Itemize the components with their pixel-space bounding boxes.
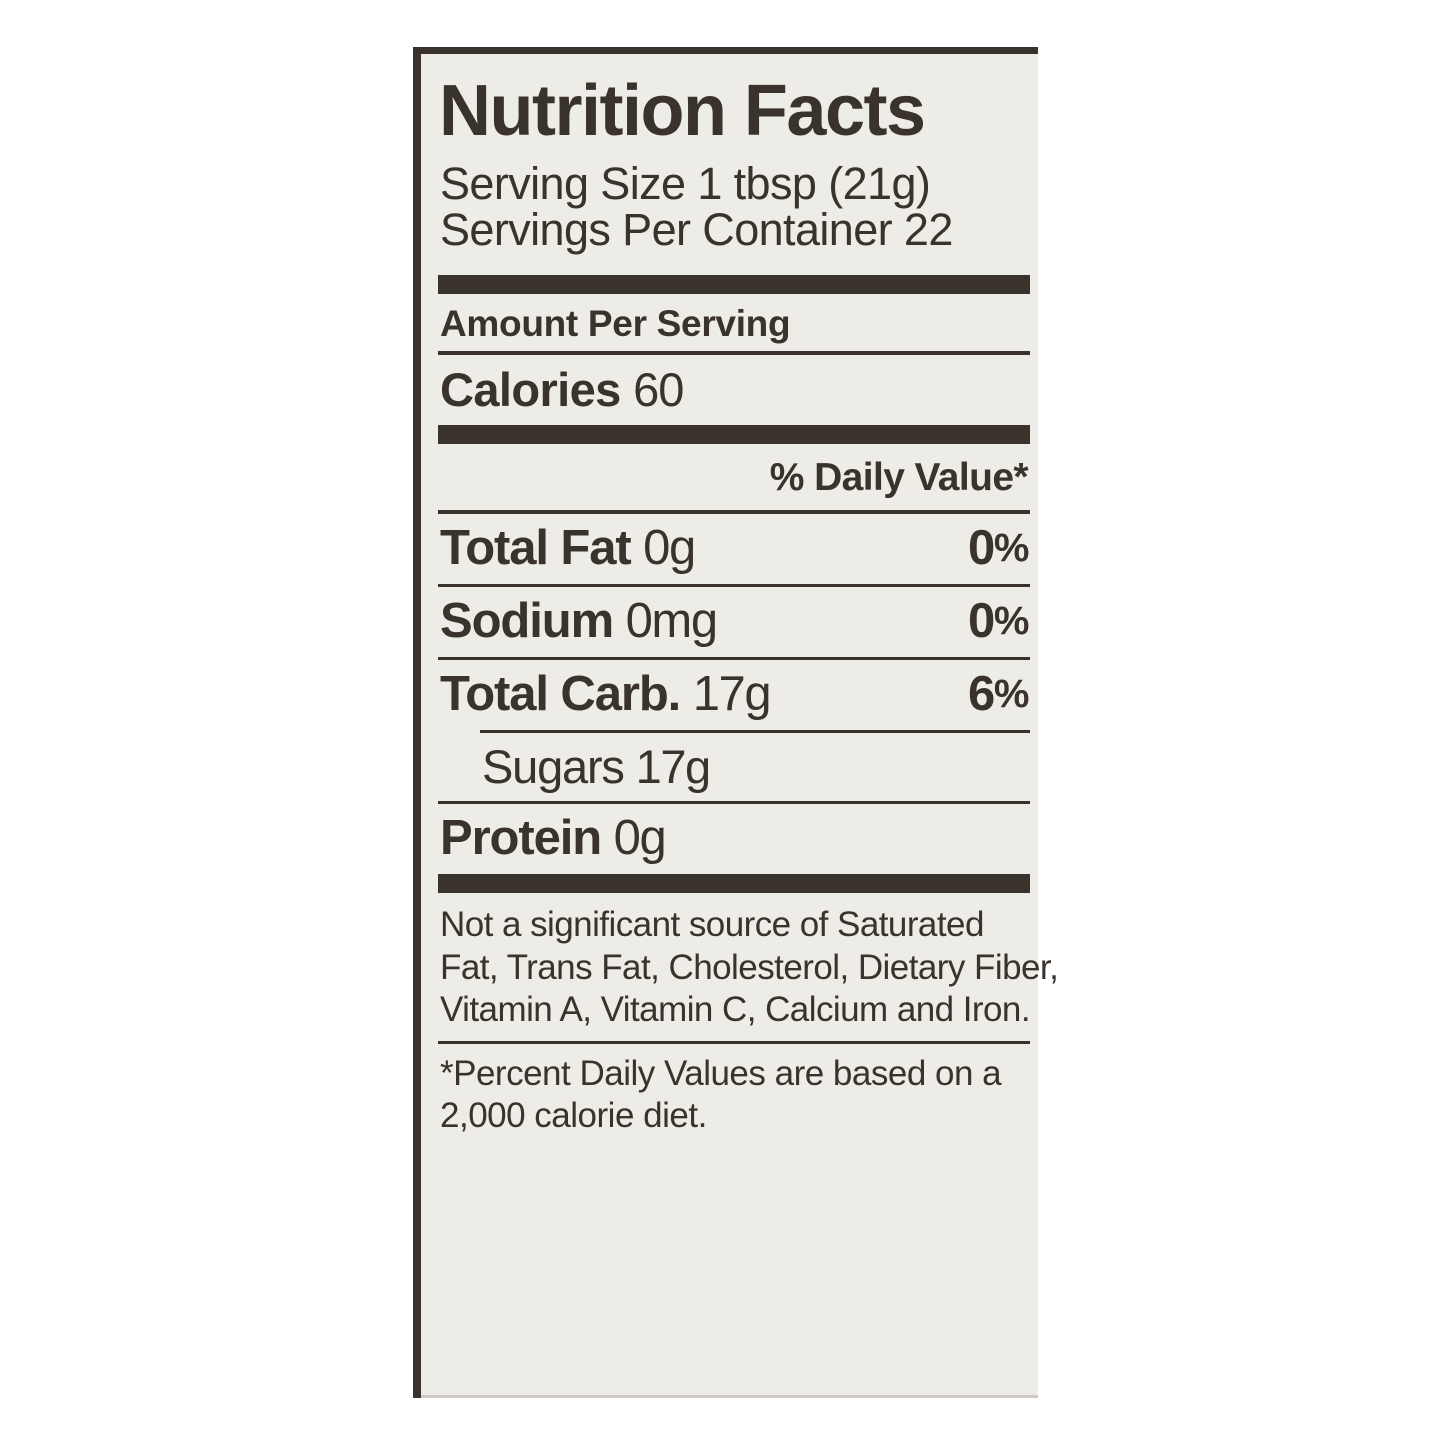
amount-per-serving-label: Amount Per Serving	[440, 303, 791, 345]
rule-below-daily-value-header	[438, 510, 1030, 515]
nutrient-amount-protein: 0g	[613, 811, 667, 866]
nutrient-amount-total-fat: 0g	[643, 521, 696, 576]
nutrient-name-protein: Protein 0g	[440, 811, 667, 866]
calories-row: Calories 60	[438, 355, 1030, 425]
nutrition-panel-inner: Nutrition Facts Serving Size 1 tbsp (21g…	[438, 54, 1059, 1398]
page-title: Nutrition Facts	[439, 71, 926, 151]
nutrient-name-sugars: Sugars 17g	[482, 740, 712, 794]
nutrient-name-sodium: Sodium 0mg	[440, 594, 719, 649]
footnote-line-1: Not a significant source of Saturated	[440, 905, 984, 945]
nutrient-amount-sodium: 0mg	[625, 594, 719, 649]
nutrient-amount-sugars: 17g	[635, 740, 712, 794]
spacer-above-thick-rule	[438, 253, 1030, 275]
nutrient-row-total-fat: Total Fat 0g 0%	[438, 514, 1030, 584]
rule-below-amount-per-serving	[438, 351, 1030, 356]
footnote-line-2: Fat, Trans Fat, Cholesterol, Dietary Fib…	[440, 947, 1059, 987]
rule-below-sugars	[438, 801, 1030, 805]
serving-size-text: Serving Size 1 tbsp (21g)	[440, 157, 931, 209]
nutrient-name-total-fat: Total Fat 0g	[440, 521, 696, 576]
calories-value: 60	[633, 363, 684, 417]
nutrition-facts-panel: Nutrition Facts Serving Size 1 tbsp (21g…	[413, 47, 1059, 1398]
daily-value-note: *Percent Daily Values are based on a 2,0…	[438, 1044, 1030, 1137]
nutrient-name-total-carb: Total Carb. 17g	[440, 667, 772, 722]
nutrient-percent-total-fat: 0%	[967, 521, 1029, 576]
rule-above-daily-value-note	[438, 1041, 1030, 1045]
calories-label: Calories	[440, 363, 621, 417]
servings-per-container-text: Servings Per Container 22	[440, 203, 953, 255]
footnote-not-significant-source: Not a significant source of Saturated Fa…	[438, 893, 1059, 1041]
rule-below-calories	[438, 425, 1030, 445]
rule-below-sodium	[438, 657, 1030, 661]
nutrient-percent-sodium: 0%	[967, 594, 1029, 649]
panel-bottom-edge	[421, 1395, 1038, 1398]
daily-value-note-line-1: *Percent Daily Values are based on a	[440, 1054, 1002, 1094]
nutrient-row-sodium: Sodium 0mg 0%	[438, 587, 1030, 657]
rule-below-protein	[438, 874, 1030, 894]
nutrient-row-total-carb: Total Carb. 17g 6%	[438, 660, 1030, 730]
nutrient-row-sugars: Sugars 17g	[438, 733, 1030, 801]
rule-below-total-fat	[438, 584, 1030, 588]
daily-value-note-line-2: 2,000 calorie diet.	[440, 1096, 707, 1136]
rule-below-total-carb	[480, 730, 1030, 734]
nutrient-percent-total-carb: 6%	[967, 667, 1029, 722]
footnote-line-3: Vitamin A, Vitamin C, Calcium and Iron.	[440, 989, 1031, 1029]
rule-above-amount-per-serving	[438, 275, 1030, 295]
daily-value-header: % Daily Value*	[769, 456, 1029, 500]
nutrient-row-protein: Protein 0g	[438, 804, 1030, 874]
nutrient-amount-total-carb: 17g	[692, 667, 772, 722]
